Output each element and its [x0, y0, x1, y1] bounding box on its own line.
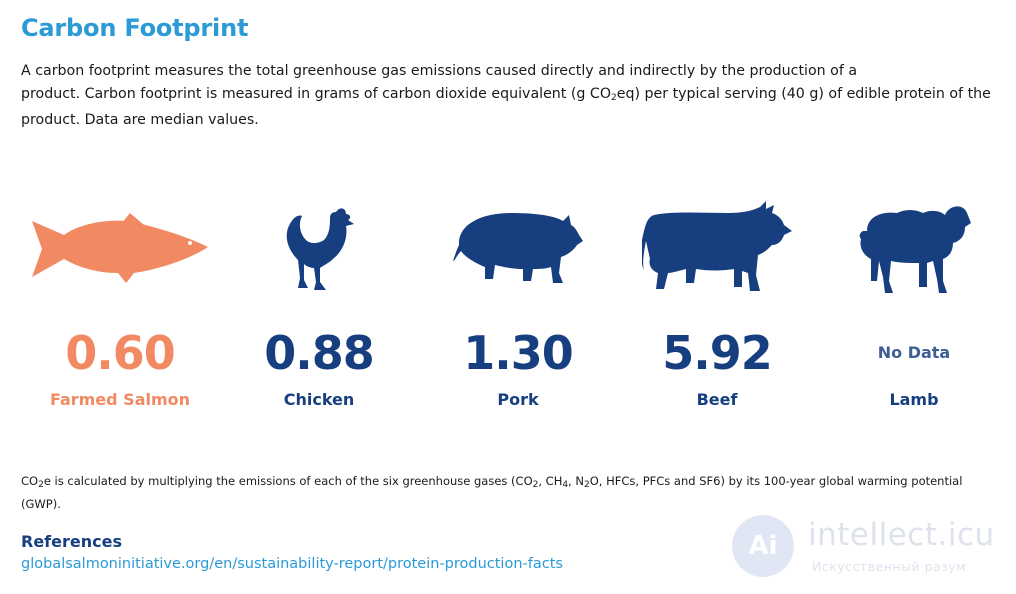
item-chicken: 0.88 Chicken	[219, 190, 419, 409]
salmon-icon	[20, 190, 220, 308]
item-beef: 5.92 Beef	[617, 190, 817, 409]
page-title: Carbon Footprint	[21, 14, 249, 42]
pork-label: Pork	[497, 390, 539, 409]
references-heading: References	[21, 532, 122, 551]
cow-icon	[617, 190, 817, 308]
salmon-label: Farmed Salmon	[49, 390, 191, 409]
item-pork: 1.30 Pork	[418, 190, 618, 409]
intro-line: product. Data are median values.	[21, 112, 259, 128]
intro-line: A carbon footprint measures the total gr…	[21, 63, 858, 79]
intro-paragraph: A carbon footprint measures the total gr…	[21, 60, 1006, 132]
watermark-logo: Ai	[732, 515, 794, 577]
item-farmed-salmon: 0.60 Farmed Salmon	[20, 190, 220, 409]
watermark: Ai intellect.icu Искусственный разум	[732, 515, 1012, 585]
lamb-label: Lamb	[889, 390, 939, 409]
chicken-label: Chicken	[283, 390, 355, 409]
beef-value: 5.92	[662, 326, 773, 380]
sheep-icon	[814, 190, 1014, 308]
intro-line: product. Carbon footprint is measured in…	[21, 85, 991, 103]
item-lamb: No Data Lamb	[814, 190, 1014, 409]
lamb-value: No Data	[877, 343, 951, 362]
salmon-value: 0.60	[65, 326, 176, 380]
pig-icon	[418, 190, 618, 308]
reference-link[interactable]: globalsalmoninitiative.org/en/sustainabi…	[21, 556, 563, 572]
pork-value: 1.30	[463, 326, 574, 380]
beef-label: Beef	[696, 390, 738, 409]
watermark-tagline: Искусственный разум	[812, 559, 967, 574]
footnote: CO2e is calculated by multiplying the em…	[21, 474, 963, 511]
chicken-icon	[219, 190, 419, 308]
chicken-value: 0.88	[264, 326, 375, 380]
watermark-name: intellect.icu	[808, 517, 995, 553]
